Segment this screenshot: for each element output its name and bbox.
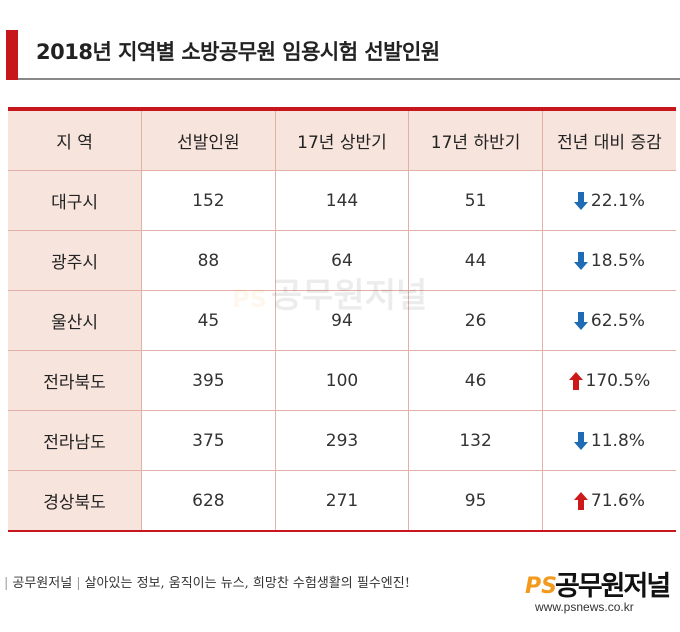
region-cell: 대구시 xyxy=(8,170,143,231)
page-title: 2018년 지역별 소방공무원 임용시험 선발인원 xyxy=(36,40,440,64)
selected-cell: 88 xyxy=(141,230,276,291)
h2-2017-cell: 44 xyxy=(408,230,543,291)
region-cell: 전라북도 xyxy=(8,350,143,411)
h2-2017-cell: 132 xyxy=(408,410,543,471)
logo-ps: PS xyxy=(525,574,557,599)
region-cell: 울산시 xyxy=(8,290,143,351)
h1-2017-cell: 64 xyxy=(275,230,410,291)
table-row: 경상북도 628 271 95 71.6% xyxy=(8,470,676,531)
logo-url: www.psnews.co.kr xyxy=(535,600,634,614)
h1-2017-cell: 271 xyxy=(275,470,410,531)
change-cell: 62.5% xyxy=(542,290,676,351)
selected-cell: 628 xyxy=(141,470,276,531)
h2-2017-cell: 51 xyxy=(408,170,543,231)
arrow-down-icon xyxy=(573,251,588,270)
arrow-down-icon xyxy=(573,311,588,330)
selected-cell: 375 xyxy=(141,410,276,471)
footer: | 공무원저널 | 살아있는 정보, 움직이는 뉴스, 희망찬 수험생활의 필수엔진! xyxy=(0,572,410,591)
footer-separator: | xyxy=(4,576,9,591)
region-cell: 전라남도 xyxy=(8,410,143,471)
footer-tagline: 살아있는 정보, 움직이는 뉴스, 희망찬 수험생활의 필수엔진! xyxy=(84,576,410,591)
change-cell: 71.6% xyxy=(542,470,676,531)
change-cell: 11.8% xyxy=(542,410,676,471)
header-yoy-change: 전년 대비 증감 xyxy=(542,109,676,171)
table-body: 대구시 152 144 51 22.1% 광주시 88 64 44 18.5% 울산시 45 94 26 6… xyxy=(8,170,676,531)
h1-2017-cell: 94 xyxy=(275,290,410,351)
header-2017-second-half: 17년 하반기 xyxy=(408,109,543,171)
logo-name: 공무원저널 xyxy=(555,571,671,602)
watermark-ps: PS xyxy=(232,285,267,313)
change-value: 62.5% xyxy=(590,310,645,331)
region-cell: 경상북도 xyxy=(8,470,143,531)
table-row: 전라북도 395 100 46 170.5% xyxy=(8,350,676,411)
table-row: 대구시 152 144 51 22.1% xyxy=(8,170,676,231)
title-bar: 2018년 지역별 소방공무원 임용시험 선발인원 xyxy=(0,30,680,80)
footer-separator: | xyxy=(76,576,81,591)
table-row: 울산시 45 94 26 62.5% xyxy=(8,290,676,351)
h2-2017-cell: 95 xyxy=(408,470,543,531)
table-row: 전라남도 375 293 132 11.8% xyxy=(8,410,676,471)
h2-2017-cell: 26 xyxy=(408,290,543,351)
region-cell: 광주시 xyxy=(8,230,143,291)
change-value: 18.5% xyxy=(590,250,645,271)
arrow-up-icon xyxy=(568,371,583,390)
change-cell: 170.5% xyxy=(542,350,676,411)
change-cell: 22.1% xyxy=(542,170,676,231)
selected-cell: 45 xyxy=(141,290,276,351)
table-row: 광주시 88 64 44 18.5% xyxy=(8,230,676,291)
title-accent-bar xyxy=(6,30,18,80)
brand-logo: PS 공무원저널 www.psnews.co.kr xyxy=(525,562,677,622)
header-region: 지 역 xyxy=(8,109,143,171)
arrow-down-icon xyxy=(573,431,588,450)
watermark: PS 공무원저널 xyxy=(232,268,427,317)
h1-2017-cell: 293 xyxy=(275,410,410,471)
change-cell: 18.5% xyxy=(542,230,676,291)
h1-2017-cell: 144 xyxy=(275,170,410,231)
header-2017-first-half: 17년 상반기 xyxy=(275,109,410,171)
arrow-up-icon xyxy=(573,491,588,510)
change-value: 22.1% xyxy=(590,190,645,211)
selection-table: 지 역 선발인원 17년 상반기 17년 하반기 전년 대비 증감 대구시 152… xyxy=(8,107,676,532)
change-value: 71.6% xyxy=(590,490,645,511)
footer-brand: 공무원저널 xyxy=(12,576,73,591)
table-header-row: 지 역 선발인원 17년 상반기 17년 하반기 전년 대비 증감 xyxy=(8,109,676,171)
watermark-name: 공무원저널 xyxy=(270,276,428,316)
change-value: 11.8% xyxy=(590,430,645,451)
h1-2017-cell: 100 xyxy=(275,350,410,411)
header-selected: 선발인원 xyxy=(141,109,276,171)
h2-2017-cell: 46 xyxy=(408,350,543,411)
selected-cell: 395 xyxy=(141,350,276,411)
title-divider xyxy=(18,78,680,80)
change-value: 170.5% xyxy=(585,370,651,391)
selected-cell: 152 xyxy=(141,170,276,231)
arrow-down-icon xyxy=(573,191,588,210)
